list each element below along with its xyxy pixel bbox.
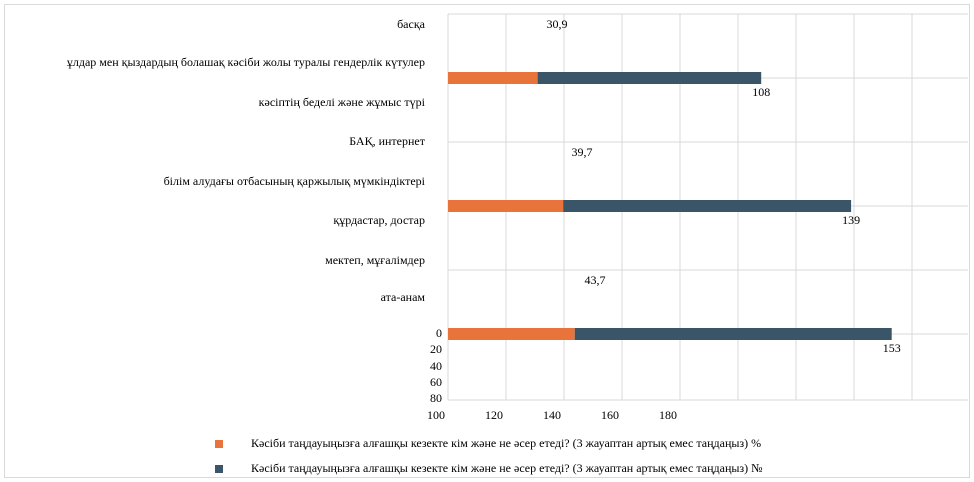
x-tick-label: 140	[543, 408, 561, 422]
bar-segment-percent	[448, 328, 575, 340]
y-tick-label: 60	[430, 375, 442, 389]
category-label: мектеп, мұғалімдер	[325, 253, 425, 267]
category-label: басқа	[397, 17, 426, 31]
legend-swatch-count	[215, 464, 223, 473]
y-tick-label: 0	[436, 326, 442, 340]
y-tick-label: 80	[430, 391, 442, 405]
data-label-percent: 43,7	[585, 273, 606, 287]
chart-frame	[4, 4, 970, 478]
bar-segment-count	[563, 200, 852, 212]
data-label-percent: 39,7	[572, 145, 593, 159]
data-label-percent: 30,9	[547, 17, 568, 31]
data-label-count: 139	[842, 213, 860, 227]
x-tick-label: 180	[659, 408, 677, 422]
legend-label-percent: Кәсіби таңдауыңызға алғашқы кезекте кім …	[251, 436, 762, 450]
data-label-count: 108	[752, 85, 770, 99]
x-tick-label: 100	[427, 408, 445, 422]
x-tick-label: 160	[601, 408, 619, 422]
legend-label-count: Кәсіби таңдауыңызға алғашқы кезекте кім …	[251, 461, 763, 475]
category-label: ата-анам	[381, 290, 426, 304]
legend-item-count: Кәсіби таңдауыңызға алғашқы кезекте кім …	[215, 461, 763, 476]
legend-swatch-percent	[215, 439, 223, 448]
bar-segment-percent	[448, 72, 538, 84]
bar-segment-percent	[448, 200, 564, 212]
category-label: ұлдар мен қыздардың болашақ кәсіби жолы …	[67, 55, 425, 69]
category-label: кәсіптің беделі және жұмыс түрі	[259, 95, 426, 109]
legend-item-percent: Кәсіби таңдауыңызға алғашқы кезекте кім …	[215, 436, 761, 451]
data-label-count: 153	[883, 341, 901, 355]
category-label: құрдастар, достар	[333, 213, 425, 227]
bar-segment-count	[574, 328, 892, 340]
x-tick-label: 120	[485, 408, 503, 422]
y-tick-label: 20	[430, 342, 442, 356]
y-tick-label: 40	[430, 359, 442, 373]
category-label: БАҚ, интернет	[349, 134, 426, 148]
category-label: білім алудағы отбасының қаржылық мүмкінд…	[164, 174, 426, 188]
bar-segment-count	[537, 72, 762, 84]
